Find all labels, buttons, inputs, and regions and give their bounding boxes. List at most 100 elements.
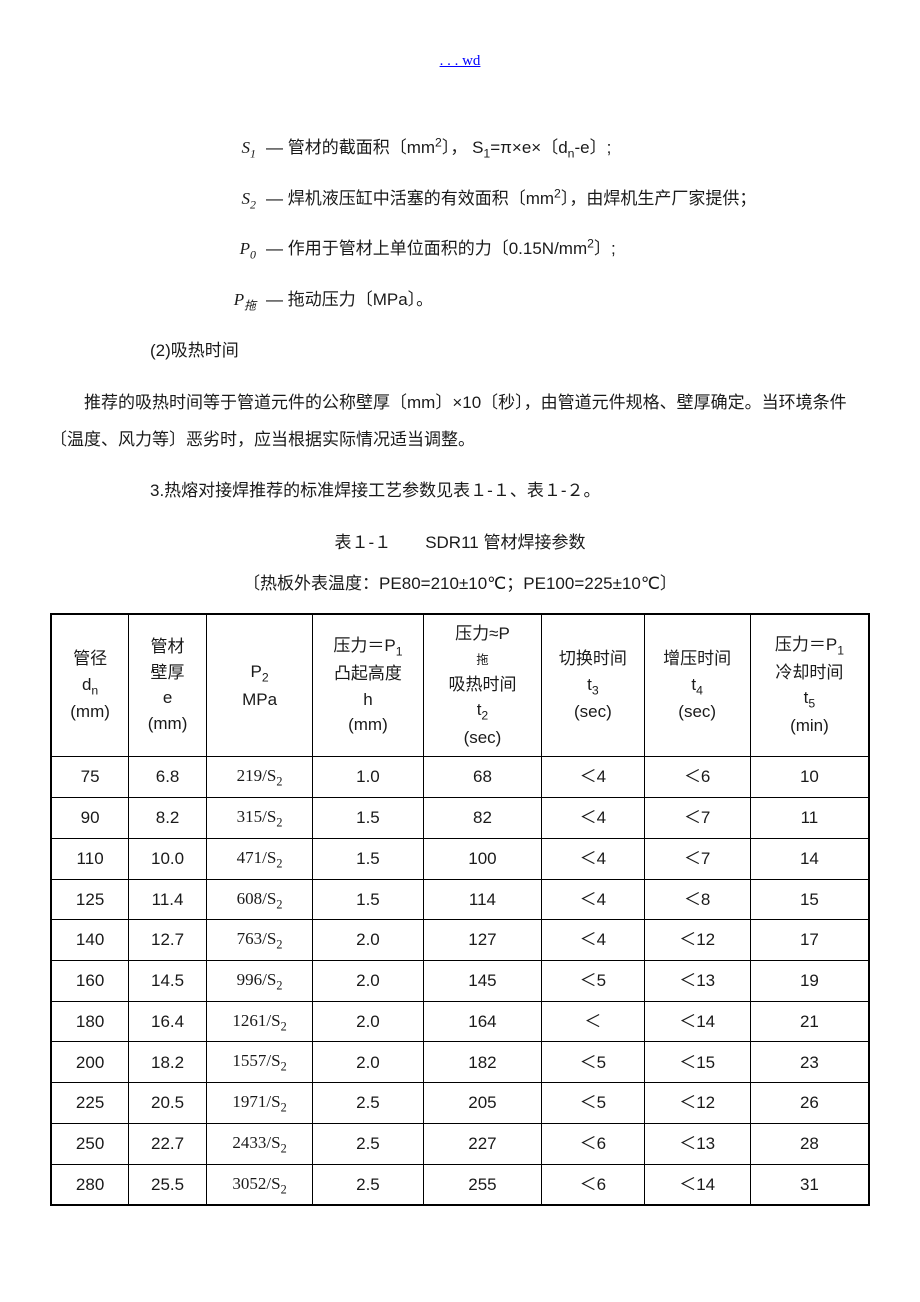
table-row: 12511.4608/S21.5114＜4＜815 bbox=[51, 879, 869, 920]
table-cell: 10 bbox=[750, 757, 869, 798]
table-header-cell: 增压时间t4(sec) bbox=[644, 614, 750, 757]
table-row: 22520.51971/S22.5205＜5＜1226 bbox=[51, 1083, 869, 1124]
table-cell: 21 bbox=[750, 1001, 869, 1042]
table-cell: 10.0 bbox=[129, 838, 207, 879]
table-cell: ＜13 bbox=[644, 961, 750, 1002]
table-row: 756.8219/S21.068＜4＜610 bbox=[51, 757, 869, 798]
table-header-cell: P2MPa bbox=[206, 614, 312, 757]
definition-symbol: S1 bbox=[210, 130, 266, 166]
definition-text: — 焊机液压缸中活塞的有效面积〔mm2〕，由焊机生产厂家提供； bbox=[266, 181, 870, 217]
table-cell: 2.0 bbox=[313, 961, 423, 1002]
table-cell: 8.2 bbox=[129, 798, 207, 839]
table-row: 14012.7763/S22.0127＜4＜1217 bbox=[51, 920, 869, 961]
header-link[interactable]: . . . wd bbox=[440, 53, 481, 69]
table-cell: ＜12 bbox=[644, 1083, 750, 1124]
table-cell: 315/S2 bbox=[206, 798, 312, 839]
table-cell: ＜4 bbox=[542, 757, 644, 798]
table-cell: 608/S2 bbox=[206, 879, 312, 920]
table-cell: 219/S2 bbox=[206, 757, 312, 798]
table-cell: 125 bbox=[51, 879, 129, 920]
table-cell: 82 bbox=[423, 798, 542, 839]
table-cell: 22.7 bbox=[129, 1123, 207, 1164]
table-cell: ＜13 bbox=[644, 1123, 750, 1164]
table-cell: 182 bbox=[423, 1042, 542, 1083]
table-cell: 2.5 bbox=[313, 1164, 423, 1205]
definition-row: S1— 管材的截面积〔mm2〕， S1=π×e×〔dn-e〕; bbox=[210, 130, 870, 167]
table-cell: 14 bbox=[750, 838, 869, 879]
table-cell: 2433/S2 bbox=[206, 1123, 312, 1164]
table-cell: 2.0 bbox=[313, 920, 423, 961]
table-header-cell: 压力＝P1凸起高度h(mm) bbox=[313, 614, 423, 757]
definition-row: P0— 作用于管材上单位面积的力〔0.15N/mm2〕; bbox=[210, 231, 870, 267]
table-cell: 763/S2 bbox=[206, 920, 312, 961]
table-row: 16014.5996/S22.0145＜5＜1319 bbox=[51, 961, 869, 1002]
table-row: 28025.53052/S22.5255＜6＜1431 bbox=[51, 1164, 869, 1205]
table-cell: 11.4 bbox=[129, 879, 207, 920]
table-cell: 6.8 bbox=[129, 757, 207, 798]
table-row: 11010.0471/S21.5100＜4＜714 bbox=[51, 838, 869, 879]
definition-text: — 作用于管材上单位面积的力〔0.15N/mm2〕; bbox=[266, 231, 870, 267]
table-row: 25022.72433/S22.5227＜6＜1328 bbox=[51, 1123, 869, 1164]
table-cell: 1.5 bbox=[313, 838, 423, 879]
table-cell: ＜5 bbox=[542, 961, 644, 1002]
table-cell: 100 bbox=[423, 838, 542, 879]
definition-text: — 拖动压力〔MPa〕。 bbox=[266, 282, 870, 318]
table-cell: 1971/S2 bbox=[206, 1083, 312, 1124]
paragraph-absorb: 推荐的吸热时间等于管道元件的公称壁厚〔mm〕×10〔秒〕，由管道元件规格、壁厚确… bbox=[50, 384, 870, 459]
table-header-cell: 管径dn(mm) bbox=[51, 614, 129, 757]
table-cell: 25.5 bbox=[129, 1164, 207, 1205]
table-cell: 14.5 bbox=[129, 961, 207, 1002]
table-cell: 2.5 bbox=[313, 1123, 423, 1164]
table-cell: ＜6 bbox=[542, 1123, 644, 1164]
table-cell: ＜5 bbox=[542, 1083, 644, 1124]
table-cell: 1261/S2 bbox=[206, 1001, 312, 1042]
table-cell: ＜4 bbox=[542, 838, 644, 879]
table-cell: ＜6 bbox=[542, 1164, 644, 1205]
table-cell: 2.0 bbox=[313, 1042, 423, 1083]
table-cell: 11 bbox=[750, 798, 869, 839]
table-cell: 200 bbox=[51, 1042, 129, 1083]
definition-row: S2— 焊机液压缸中活塞的有效面积〔mm2〕，由焊机生产厂家提供； bbox=[210, 181, 870, 217]
table-cell: 110 bbox=[51, 838, 129, 879]
table-cell: 3052/S2 bbox=[206, 1164, 312, 1205]
welding-params-table: 管径dn(mm)管材壁厚e(mm)P2MPa压力＝P1凸起高度h(mm)压力≈P… bbox=[50, 613, 870, 1207]
table-cell: 20.5 bbox=[129, 1083, 207, 1124]
table-cell: 28 bbox=[750, 1123, 869, 1164]
table-cell: ＜ bbox=[542, 1001, 644, 1042]
table-cell: 1.5 bbox=[313, 798, 423, 839]
table-cell: 68 bbox=[423, 757, 542, 798]
table-header-cell: 管材壁厚e(mm) bbox=[129, 614, 207, 757]
table-cell: 16.4 bbox=[129, 1001, 207, 1042]
table-cell: ＜12 bbox=[644, 920, 750, 961]
paragraph-params: 3.热熔对接焊推荐的标准焊接工艺参数见表１-１、表１-２。 bbox=[50, 472, 870, 509]
table-cell: 23 bbox=[750, 1042, 869, 1083]
table-header-cell: 压力≈P拖吸热时间t2(sec) bbox=[423, 614, 542, 757]
table-cell: 2.0 bbox=[313, 1001, 423, 1042]
table-cell: 280 bbox=[51, 1164, 129, 1205]
table-title: 表１-１ SDR11 管材焊接参数 bbox=[50, 524, 870, 561]
table-cell: 127 bbox=[423, 920, 542, 961]
table-cell: ＜14 bbox=[644, 1164, 750, 1205]
table-cell: ＜5 bbox=[542, 1042, 644, 1083]
table-cell: 26 bbox=[750, 1083, 869, 1124]
table-cell: 1.0 bbox=[313, 757, 423, 798]
table-cell: 114 bbox=[423, 879, 542, 920]
header-link-wrap: . . . wd bbox=[50, 50, 870, 70]
table-cell: 1.5 bbox=[313, 879, 423, 920]
table-cell: 1557/S2 bbox=[206, 1042, 312, 1083]
table-cell: ＜7 bbox=[644, 798, 750, 839]
table-cell: ＜4 bbox=[542, 798, 644, 839]
table-cell: ＜14 bbox=[644, 1001, 750, 1042]
table-cell: 164 bbox=[423, 1001, 542, 1042]
table-cell: ＜6 bbox=[644, 757, 750, 798]
table-cell: 19 bbox=[750, 961, 869, 1002]
table-cell: 18.2 bbox=[129, 1042, 207, 1083]
table-cell: ＜7 bbox=[644, 838, 750, 879]
table-cell: 205 bbox=[423, 1083, 542, 1124]
table-cell: ＜8 bbox=[644, 879, 750, 920]
table-cell: 255 bbox=[423, 1164, 542, 1205]
table-cell: 471/S2 bbox=[206, 838, 312, 879]
table-cell: ＜4 bbox=[542, 879, 644, 920]
table-row: 20018.21557/S22.0182＜5＜1523 bbox=[51, 1042, 869, 1083]
table-subtitle: 〔热板外表温度：PE80=210±10℃；PE100=225±10℃〕 bbox=[50, 565, 870, 602]
